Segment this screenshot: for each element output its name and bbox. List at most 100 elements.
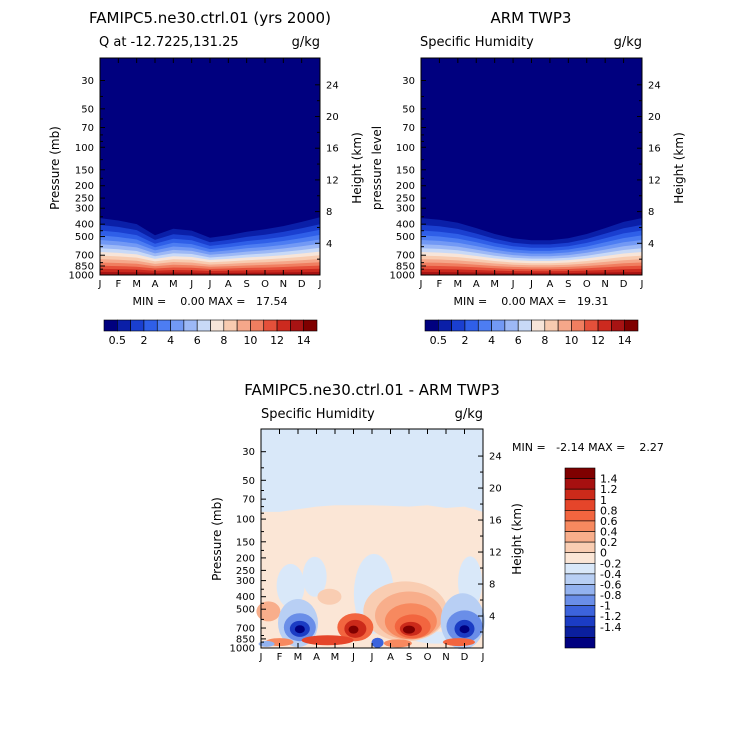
colorbar-label: 0.4	[600, 526, 618, 539]
y-tick-label: 50	[242, 476, 255, 487]
panel-title: FAMIPC5.ne30.ctrl.01 (yrs 2000)	[89, 9, 331, 27]
x-tick-label: A	[546, 279, 553, 290]
colorbar-swatch	[517, 319, 532, 332]
y-right-tick-label: 8	[326, 207, 332, 218]
x-tick-label: A	[225, 279, 232, 290]
contour-blob	[256, 601, 281, 622]
x-tick-label: J	[208, 279, 212, 290]
y-right-tick-label: 4	[326, 239, 332, 250]
colorbar-label: -1.4	[600, 621, 621, 634]
y-tick-label: 100	[236, 515, 255, 526]
x-tick-label: N	[442, 652, 449, 663]
colorbar-label: 14	[297, 334, 311, 347]
y-tick-label: 700	[75, 251, 94, 262]
y-right-tick-label: 12	[648, 175, 661, 186]
y-axis-right-label: Height (km)	[510, 503, 524, 574]
x-tick-label: J	[259, 652, 263, 663]
y-tick-label: 30	[81, 76, 94, 87]
x-tick-label: A	[473, 279, 480, 290]
panel-units: g/kg	[292, 35, 320, 50]
x-tick-label: M	[490, 279, 499, 290]
colorbar-label: 1	[600, 494, 607, 507]
contour-blob	[403, 625, 415, 634]
y-tick-label: 200	[396, 181, 415, 192]
colorbar-swatch	[276, 319, 291, 332]
x-tick-label: N	[280, 279, 287, 290]
colorbar-swatch	[143, 319, 158, 332]
panel-units: g/kg	[614, 35, 642, 50]
x-tick-label: J	[511, 279, 515, 290]
x-tick-label: S	[406, 652, 412, 663]
y-axis-label: Pressure (mb)	[210, 497, 224, 581]
colorbar-swatch	[250, 319, 265, 332]
colorbar-swatch	[464, 319, 479, 332]
x-tick-label: F	[277, 652, 283, 663]
y-tick-label: 300	[75, 204, 94, 215]
x-tick-label: J	[529, 279, 533, 290]
colorbar-label: 0.5	[430, 334, 448, 347]
x-tick-label: F	[437, 279, 443, 290]
plot-area	[421, 58, 642, 275]
colorbar-swatch	[303, 319, 318, 332]
contour-blob	[317, 588, 342, 605]
colorbar-swatch	[564, 615, 596, 628]
colorbar-label: -0.2	[600, 557, 621, 570]
colorbar-label: 8	[220, 334, 227, 347]
panel-left-label: Q at -12.7225,131.25	[99, 35, 239, 50]
y-right-tick-label: 24	[326, 80, 339, 91]
y-tick-label: 250	[236, 566, 255, 577]
min-max-stats: MIN = 0.00 MAX = 19.31	[454, 295, 609, 308]
colorbar-label: -1.2	[600, 610, 621, 623]
x-tick-label: M	[454, 279, 463, 290]
y-tick-label: 1000	[230, 644, 255, 655]
x-tick-label: M	[169, 279, 178, 290]
colorbar-swatch	[564, 478, 596, 490]
x-tick-label: J	[98, 279, 102, 290]
contour-blob	[459, 625, 470, 634]
x-tick-label: O	[583, 279, 591, 290]
y-tick-label: 200	[236, 553, 255, 564]
y-tick-label: 30	[242, 447, 255, 458]
colorbar-label: 2	[140, 334, 147, 347]
y-right-tick-label: 16	[648, 144, 661, 155]
colorbar-label: 0.6	[600, 515, 618, 528]
colorbar-swatch	[564, 510, 596, 522]
y-tick-label: 500	[75, 232, 94, 243]
y-tick-label: 1000	[69, 271, 94, 282]
contour-blob	[302, 556, 327, 597]
y-tick-label: 50	[81, 104, 94, 115]
y-right-tick-label: 16	[489, 516, 502, 527]
y-tick-label: 1000	[390, 271, 415, 282]
colorbar-swatch	[557, 319, 572, 332]
colorbar-swatch	[564, 520, 596, 532]
y-tick-label: 500	[396, 232, 415, 243]
min-max-stats: MIN = -2.14 MAX = 2.27	[512, 441, 664, 454]
colorbar-swatch	[491, 319, 506, 332]
colorbar-swatch	[477, 319, 492, 332]
plot-area	[256, 429, 485, 650]
x-tick-label: A	[313, 652, 320, 663]
x-tick-label: A	[387, 652, 394, 663]
y-tick-label: 250	[75, 194, 94, 205]
colorbar-swatch	[103, 319, 118, 332]
panel-obs: ARM TWP3 Specific Humidity g/kg 30 50 70 10…	[370, 9, 686, 347]
y-axis-label: Pressure (mb)	[48, 126, 62, 210]
x-tick-label: J	[640, 279, 644, 290]
x-tick-label: S	[243, 279, 249, 290]
y-tick-label: 850	[75, 261, 94, 272]
colorbar-swatch	[564, 488, 596, 501]
contour-blob	[348, 625, 359, 634]
colorbar-label: 0	[600, 547, 607, 560]
colorbar-swatch	[130, 319, 145, 332]
y-right-tick-label: 20	[648, 112, 661, 123]
x-tick-label: J	[419, 279, 423, 290]
y-right-tick-label: 12	[489, 548, 502, 559]
x-tick-label: J	[351, 652, 355, 663]
y-tick-label: 850	[236, 634, 255, 645]
x-tick-label: O	[261, 279, 269, 290]
y-tick-label: 150	[396, 165, 415, 176]
x-tick-label: J	[370, 652, 374, 663]
